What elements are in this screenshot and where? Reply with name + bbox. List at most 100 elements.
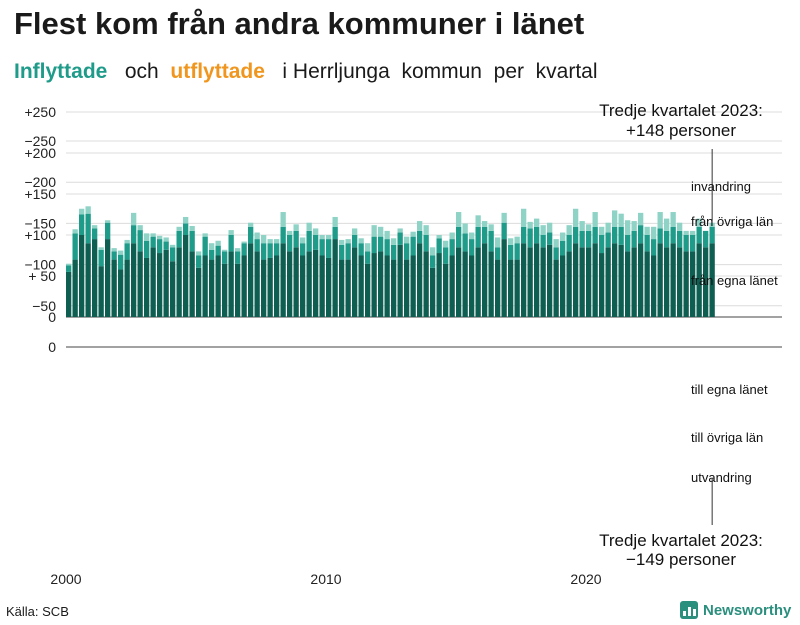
bar-in-other-43 <box>345 243 351 260</box>
bar-in-immig-92 <box>664 218 670 231</box>
bar-in-immig-51 <box>397 228 403 233</box>
bar-in-other-5 <box>98 249 104 267</box>
x-tick-1: 2010 <box>310 571 341 587</box>
y-tick-top-5: 0 <box>48 309 56 325</box>
bar-in-own-25 <box>228 251 234 317</box>
bar-in-immig-58 <box>443 240 449 248</box>
bar-in-own-84 <box>612 243 618 317</box>
bar-in-immig-57 <box>436 235 442 239</box>
bar-in-own-94 <box>677 247 683 317</box>
bar-in-immig-33 <box>280 212 286 227</box>
bar-in-other-64 <box>482 226 488 244</box>
bar-in-own-18 <box>183 235 189 317</box>
bar-in-other-37 <box>306 230 312 252</box>
bar-in-own-26 <box>235 263 241 317</box>
bar-in-immig-30 <box>261 235 267 244</box>
bar-in-own-23 <box>215 255 221 317</box>
bar-in-other-65 <box>488 230 494 252</box>
bar-in-other-80 <box>586 230 592 248</box>
bar-in-own-59 <box>449 255 455 317</box>
bar-in-own-73 <box>540 247 546 317</box>
bar-in-other-89 <box>644 235 650 252</box>
bar-in-other-97 <box>696 226 702 244</box>
bar-in-own-62 <box>469 255 475 317</box>
bar-in-other-50 <box>391 244 397 260</box>
bar-in-own-5 <box>98 266 104 317</box>
bar-in-immig-9 <box>124 239 130 244</box>
bar-in-other-79 <box>579 230 585 248</box>
bar-in-own-54 <box>417 243 423 317</box>
bar-in-own-20 <box>196 267 202 317</box>
y-tick-bottom-5: −250 <box>24 133 56 149</box>
bar-in-immig-89 <box>644 226 650 235</box>
bar-in-own-48 <box>378 251 384 317</box>
bar-in-other-83 <box>605 232 611 248</box>
bar-in-other-48 <box>378 236 384 252</box>
bar-in-immig-20 <box>196 251 202 256</box>
bar-in-other-91 <box>657 228 663 244</box>
bar-in-immig-54 <box>417 221 423 231</box>
bar-in-own-22 <box>209 259 215 317</box>
subtitle-rest: i Herrljunga kommun per kvartal <box>282 60 598 83</box>
bar-in-own-17 <box>176 247 182 317</box>
bar-in-own-39 <box>319 255 325 317</box>
bar-in-other-49 <box>384 239 390 256</box>
bar-in-own-77 <box>566 251 572 317</box>
bar-in-immig-3 <box>85 206 91 214</box>
bar-in-other-59 <box>449 239 455 256</box>
bar-in-immig-55 <box>423 225 429 235</box>
bar-in-immig-4 <box>92 225 98 229</box>
bar-in-immig-21 <box>202 233 208 237</box>
bar-in-own-95 <box>683 251 689 317</box>
bar-in-own-50 <box>391 259 397 317</box>
bar-in-own-9 <box>124 259 130 317</box>
y-tick-bottom-3: −150 <box>24 215 56 231</box>
bar-in-immig-53 <box>410 231 416 237</box>
bar-in-immig-87 <box>631 221 637 231</box>
bar-in-own-85 <box>618 244 624 317</box>
bar-in-other-57 <box>436 238 442 254</box>
bar-in-other-30 <box>261 243 267 260</box>
y-tick-bottom-2: −100 <box>24 257 56 273</box>
bar-in-own-37 <box>306 251 312 317</box>
bar-in-immig-59 <box>449 232 455 240</box>
bar-in-immig-41 <box>332 216 338 227</box>
bar-in-other-10 <box>131 225 137 244</box>
bar-in-own-34 <box>287 251 293 317</box>
bar-in-other-76 <box>560 240 566 256</box>
bar-in-immig-47 <box>371 225 377 237</box>
y-tick-top-4: + 50 <box>28 268 56 284</box>
newsworthy-logo-icon <box>680 601 698 619</box>
bar-in-other-51 <box>397 232 403 245</box>
bar-in-immig-19 <box>189 225 195 231</box>
bar-in-other-55 <box>423 235 429 252</box>
bar-in-immig-90 <box>651 226 657 240</box>
bar-in-other-75 <box>553 247 559 260</box>
bar-in-own-56 <box>430 267 436 317</box>
bar-in-other-39 <box>319 239 325 256</box>
bar-in-other-11 <box>137 230 143 252</box>
bar-in-other-6 <box>105 222 111 240</box>
bar-in-immig-0 <box>66 263 72 266</box>
bar-in-other-56 <box>430 255 436 268</box>
bar-in-other-3 <box>85 213 91 244</box>
bar-in-immig-82 <box>599 226 605 235</box>
bar-in-own-75 <box>553 259 559 317</box>
bar-in-other-45 <box>358 243 364 256</box>
bar-in-immig-16 <box>170 244 176 248</box>
bar-in-own-67 <box>501 239 507 317</box>
bar-in-own-71 <box>527 247 533 317</box>
bar-in-own-52 <box>404 259 410 317</box>
bar-in-other-88 <box>638 225 644 244</box>
bar-in-other-38 <box>313 235 319 250</box>
bar-in-immig-27 <box>241 241 247 244</box>
bar-in-immig-81 <box>592 212 598 227</box>
bar-in-immig-10 <box>131 212 137 226</box>
bar-in-immig-25 <box>228 230 234 235</box>
label-till-egna-lanet: till egna länet <box>691 382 768 397</box>
bar-in-own-32 <box>274 255 280 317</box>
y-tick-top-3: +100 <box>24 227 56 243</box>
bar-in-immig-96 <box>690 230 696 235</box>
bar-in-own-3 <box>85 243 91 317</box>
bar-in-own-87 <box>631 247 637 317</box>
